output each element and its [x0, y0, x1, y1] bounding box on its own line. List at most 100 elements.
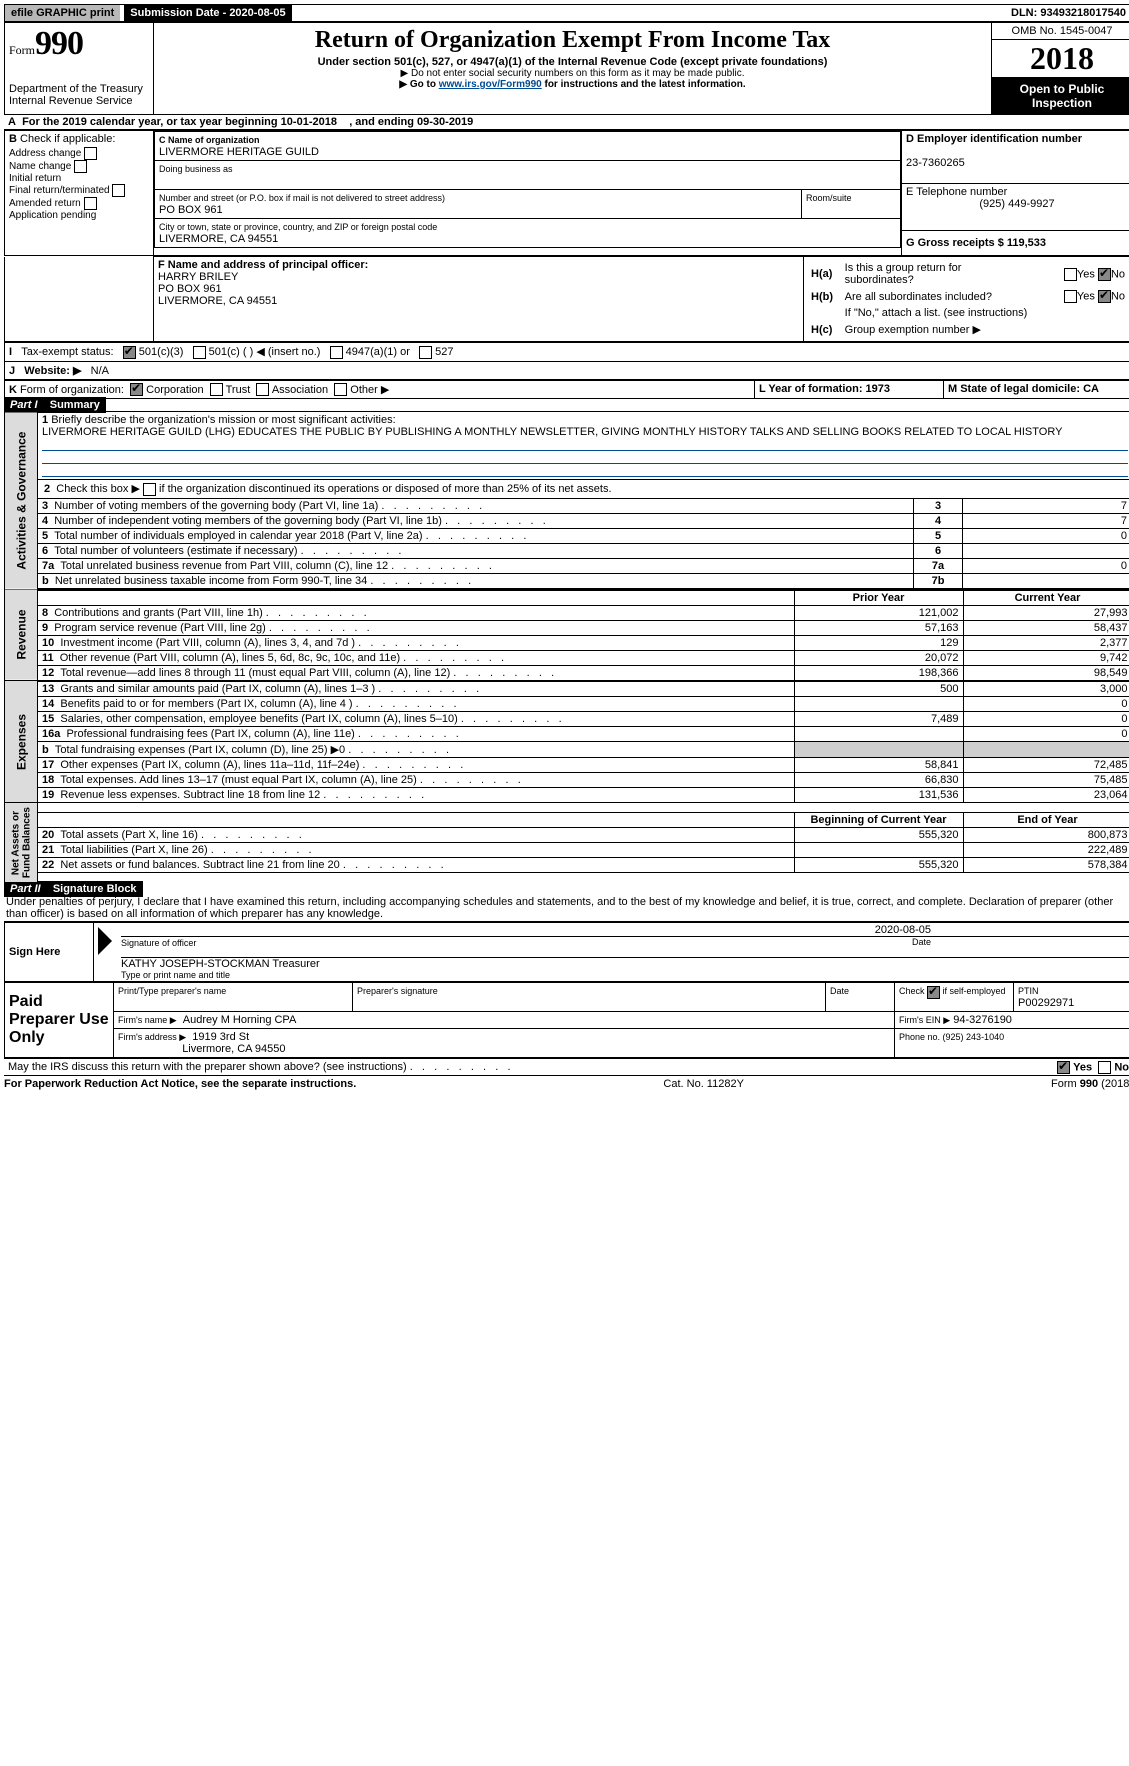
cb-501c[interactable]	[193, 346, 206, 359]
firm-ein: 94-3276190	[953, 1014, 1012, 1026]
firm-addr-lbl: Firm's address ▶	[118, 1032, 186, 1042]
cb-discontinued[interactable]	[143, 483, 156, 496]
irs-link[interactable]: www.irs.gov/Form990	[439, 79, 542, 90]
cb-4947[interactable]	[330, 346, 343, 359]
cb-initial-return[interactable]: Initial return	[9, 173, 149, 184]
table-row: 10 Investment income (Part VIII, column …	[38, 635, 1129, 650]
goto-post: for instructions and the latest informat…	[542, 79, 746, 90]
goto-note: ▶ Go to www.irs.gov/Form990 for instruct…	[158, 79, 987, 90]
form-title: Return of Organization Exempt From Incom…	[158, 27, 987, 54]
mission-lbl: Briefly describe the organization's miss…	[51, 414, 395, 426]
tax-year: 2018	[992, 40, 1129, 78]
f-h-block: F Name and address of principal officer:…	[4, 256, 1129, 342]
side-expenses: Expenses	[5, 681, 38, 803]
cb-name-change[interactable]: Name change	[9, 160, 149, 173]
ha-no[interactable]	[1098, 268, 1111, 281]
table-row: b Total fundraising expenses (Part IX, c…	[38, 741, 1129, 757]
col-prior-year: Prior Year	[794, 590, 963, 605]
ein-value: 23-7360265	[906, 157, 965, 169]
table-row: 6 Total number of volunteers (estimate i…	[38, 543, 1129, 558]
city-lbl: City or town, state or province, country…	[159, 222, 437, 232]
governance-table: 3 Number of voting members of the govern…	[38, 498, 1129, 589]
date-lbl: Date	[912, 937, 931, 947]
table-row: 11 Other revenue (Part VIII, column (A),…	[38, 650, 1129, 665]
netassets-table: Beginning of Current YearEnd of Year 20 …	[38, 812, 1129, 873]
ha-yes[interactable]	[1064, 268, 1077, 281]
website-val: N/A	[91, 365, 109, 377]
hb-yes[interactable]	[1064, 290, 1077, 303]
addr-lbl: Number and street (or P.O. box if mail i…	[159, 193, 445, 203]
cb-527[interactable]	[419, 346, 432, 359]
table-row: 4 Number of independent voting members o…	[38, 513, 1129, 528]
cb-other[interactable]	[334, 383, 347, 396]
phone-value: (925) 449-9927	[906, 198, 1128, 210]
table-row: 17 Other expenses (Part IX, column (A), …	[38, 757, 1129, 772]
officer-name-title: KATHY JOSEPH-STOCKMAN Treasurer	[121, 958, 320, 970]
side-net-assets: Net Assets or Fund Balances	[5, 803, 38, 883]
col-begin-year: Beginning of Current Year	[794, 813, 963, 828]
org-city: LIVERMORE, CA 94551	[159, 233, 278, 245]
table-row: 21 Total liabilities (Part X, line 26)22…	[38, 843, 1129, 858]
table-row: b Net unrelated business taxable income …	[38, 573, 1129, 588]
phone-lbl: E Telephone number	[906, 186, 1007, 198]
tax-year-end: , and ending 09-30-2019	[349, 116, 473, 128]
year-formation: L Year of formation: 1973	[759, 383, 890, 395]
table-row: 16a Professional fundraising fees (Part …	[38, 726, 1129, 741]
sig-officer-lbl: Signature of officer	[121, 938, 196, 948]
cb-final-return[interactable]: Final return/terminated	[9, 184, 149, 197]
table-row: 13 Grants and similar amounts paid (Part…	[38, 681, 1129, 696]
paid-preparer-lbl: Paid Preparer Use Only	[9, 993, 109, 1046]
pt-date-lbl: Date	[830, 986, 849, 996]
cb-amended-return[interactable]: Amended return	[9, 197, 149, 210]
cb-trust[interactable]	[210, 383, 223, 396]
cb-self-employed[interactable]	[927, 986, 940, 999]
table-row: 8 Contributions and grants (Part VIII, l…	[38, 605, 1129, 620]
table-row: 12 Total revenue—add lines 8 through 11 …	[38, 665, 1129, 680]
firm-phone: Phone no. (925) 243-1040	[899, 1032, 1004, 1042]
form-footer: Form 990 (2018)	[1051, 1078, 1129, 1090]
cb-assoc[interactable]	[256, 383, 269, 396]
cb-corp[interactable]	[130, 383, 143, 396]
ha-lbl: Is this a group return for	[845, 262, 962, 274]
omb-number: OMB No. 1545-0047	[992, 23, 1129, 40]
open-inspection: Open to Public Inspection	[992, 78, 1129, 114]
part1-header: Part I Summary	[4, 399, 1129, 411]
discuss-no[interactable]	[1098, 1061, 1111, 1074]
hb-no[interactable]	[1098, 290, 1111, 303]
dba-lbl: Doing business as	[159, 164, 233, 174]
k-l-m-block: K Form of organization: Corporation Trus…	[4, 380, 1129, 400]
table-row: 15 Salaries, other compensation, employe…	[38, 711, 1129, 726]
ssn-note: ▶ Do not enter social security numbers o…	[158, 68, 987, 79]
c-name-lbl: C Name of organization	[159, 135, 260, 145]
cb-501c3[interactable]	[123, 346, 136, 359]
i-j-block: I Tax-exempt status: 501(c)(3) 501(c) ( …	[4, 342, 1129, 380]
sig-date: 2020-08-05	[121, 924, 1129, 936]
dln: DLN: 93493218017540	[1005, 5, 1129, 21]
ptin-val: P00292971	[1018, 997, 1074, 1009]
identity-block: B Check if applicable: Address change Na…	[4, 130, 1129, 256]
part1-body: Activities & Governance 1 Briefly descri…	[4, 411, 1129, 883]
cb-address-change[interactable]: Address change	[9, 147, 149, 160]
firm-name-lbl: Firm's name ▶	[118, 1015, 177, 1025]
f-lbl: F Name and address of principal officer:	[158, 259, 368, 271]
org-name: LIVERMORE HERITAGE GUILD	[159, 146, 319, 158]
tax-year-begin: For the 2019 calendar year, or tax year …	[22, 116, 337, 128]
firm-addr1: 1919 3rd St	[192, 1031, 249, 1043]
irs-label: Internal Revenue Service	[9, 95, 149, 107]
page-footer: For Paperwork Reduction Act Notice, see …	[4, 1076, 1129, 1092]
revenue-table: Prior YearCurrent Year 8 Contributions a…	[38, 590, 1129, 681]
gross-receipts: G Gross receipts $ 119,533	[906, 237, 1046, 249]
ptin-lbl: PTIN	[1018, 986, 1039, 996]
cb-application-pending[interactable]: Application pending	[9, 210, 149, 221]
dept-treasury: Department of the Treasury	[9, 83, 149, 95]
table-row: 14 Benefits paid to or for members (Part…	[38, 696, 1129, 711]
officer-addr1: PO BOX 961	[158, 283, 222, 295]
hb-note: If "No," attach a list. (see instruction…	[845, 307, 1028, 319]
table-row: 7a Total unrelated business revenue from…	[38, 558, 1129, 573]
discuss-yes[interactable]	[1057, 1061, 1070, 1074]
line2-text: Check this box ▶ if the organization dis…	[56, 483, 611, 495]
paid-preparer-block: Paid Preparer Use Only Print/Type prepar…	[4, 982, 1129, 1058]
officer-name: HARRY BRILEY	[158, 271, 238, 283]
efile-label[interactable]: efile GRAPHIC print	[5, 5, 120, 21]
efile-bar: efile GRAPHIC print Submission Date - 20…	[4, 4, 1129, 22]
